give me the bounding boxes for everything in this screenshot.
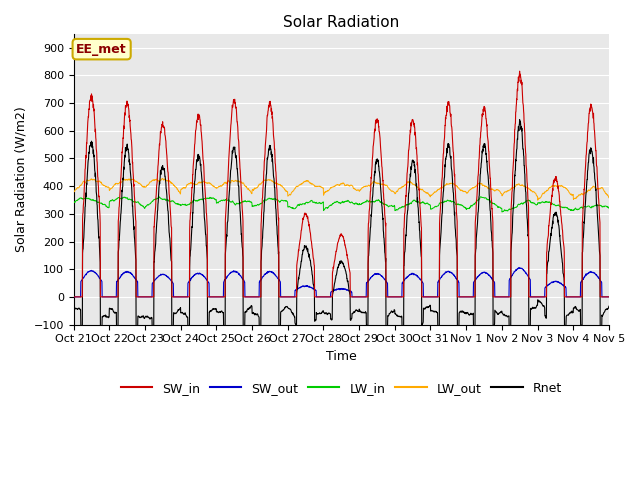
LW_in [70, 199, 77, 205]
Line: SW_out: SW_out [74, 268, 609, 297]
Line: LW_in: LW_in [74, 197, 609, 212]
SW_out [70, 294, 77, 300]
X-axis label: Time: Time [326, 350, 356, 363]
SW_out [368, 274, 376, 279]
Rnet [558, 256, 566, 262]
LW_in [573, 206, 580, 212]
SW_in [605, 294, 612, 300]
LW_out [534, 197, 541, 203]
Rnet [70, 304, 77, 310]
Rnet [516, 117, 524, 122]
SW_out [573, 294, 580, 300]
SW_out [516, 265, 524, 271]
LW_in [219, 197, 227, 203]
Line: SW_in: SW_in [74, 71, 609, 297]
SW_in [573, 294, 580, 300]
Rnet [605, 303, 612, 309]
LW_out [497, 191, 504, 196]
SW_out [605, 294, 612, 300]
Line: Rnet: Rnet [74, 120, 609, 336]
LW_out [70, 189, 77, 195]
LW_in [356, 202, 364, 207]
Text: EE_met: EE_met [76, 43, 127, 56]
SW_in [516, 68, 524, 74]
LW_out [357, 187, 365, 192]
Title: Solar Radiation: Solar Radiation [283, 15, 399, 30]
Rnet [368, 201, 376, 207]
SW_in [558, 221, 566, 227]
LW_in [497, 205, 504, 211]
LW_out [605, 195, 612, 201]
SW_in [368, 163, 376, 168]
SW_in [70, 294, 77, 300]
LW_out [159, 176, 166, 181]
LW_out [558, 183, 566, 189]
SW_in [356, 294, 364, 300]
Rnet [356, 309, 364, 315]
Rnet [507, 334, 515, 339]
SW_out [497, 294, 504, 300]
LW_in [498, 209, 506, 215]
SW_out [219, 294, 227, 300]
SW_out [558, 281, 566, 287]
Line: LW_out: LW_out [74, 179, 609, 200]
LW_in [558, 204, 566, 210]
LW_in [368, 199, 376, 204]
Legend: SW_in, SW_out, LW_in, LW_out, Rnet: SW_in, SW_out, LW_in, LW_out, Rnet [116, 377, 567, 400]
LW_in [605, 204, 612, 210]
Rnet [573, 307, 580, 312]
LW_out [220, 181, 227, 187]
LW_in [477, 194, 484, 200]
Rnet [497, 310, 504, 315]
SW_in [497, 294, 504, 300]
LW_out [573, 194, 580, 200]
LW_out [369, 180, 376, 186]
SW_out [356, 294, 364, 300]
Rnet [219, 310, 227, 315]
SW_in [219, 294, 227, 300]
Y-axis label: Solar Radiation (W/m2): Solar Radiation (W/m2) [15, 107, 28, 252]
